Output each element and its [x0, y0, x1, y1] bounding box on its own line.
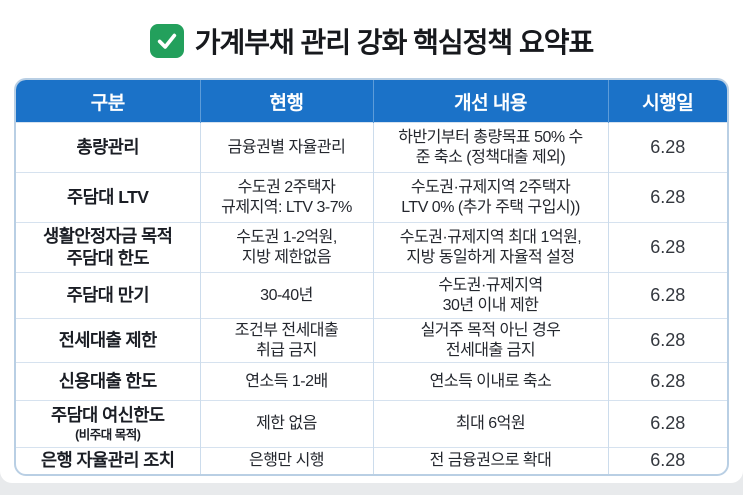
- summary-table: 구분 현행 개선 내용 시행일 총량관리 금융권별 자율관리 하반기부터 총량목…: [14, 78, 729, 476]
- column-header-date: 시행일: [607, 80, 727, 123]
- category-label: 주담대 LTV: [67, 186, 149, 207]
- category-label: 주담대 만기: [66, 284, 150, 305]
- cell-date: 6.28: [607, 122, 727, 173]
- cell-improved: 수도권·규제지역 최대 1억원, 지방 동일하게 자율적 설정: [372, 222, 608, 273]
- cell-category: 주담대 여신한도 (비주대 목적): [16, 400, 200, 448]
- cell-date: 6.28: [607, 400, 727, 448]
- cell-date: 6.28: [607, 222, 727, 273]
- cell-improved: 수도권·규제지역 30년 이내 제한: [372, 272, 608, 319]
- check-icon: [149, 24, 184, 58]
- cell-category: 총량관리: [16, 122, 200, 173]
- cell-category: 은행 자율관리 조치: [16, 447, 200, 474]
- cell-current: 금융권별 자율관리: [199, 122, 373, 173]
- table-row: 은행 자율관리 조치 은행만 시행 전 금융권으로 확대 6.28: [16, 447, 727, 474]
- category-label: 주담대 여신한도: [50, 405, 165, 426]
- cell-current: 은행만 시행: [199, 447, 373, 474]
- table-row: 주담대 만기 30-40년 수도권·규제지역 30년 이내 제한 6.28: [16, 272, 727, 319]
- cell-improved: 최대 6억원: [372, 400, 608, 448]
- table-row: 총량관리 금융권별 자율관리 하반기부터 총량목표 50% 수 준 축소 (정책…: [16, 122, 727, 173]
- category-label: 생활안정자금 목적 주담대 한도: [43, 226, 173, 268]
- column-header-current: 현행: [199, 80, 373, 123]
- content-card: 가계부채 관리 강화 핵심정책 요약표 구분 현행 개선 내용 시행일 총량관리…: [0, 0, 743, 483]
- cell-category: 전세대출 제한: [16, 317, 200, 363]
- category-label: 은행 자율관리 조치: [40, 450, 175, 471]
- cell-current: 연소득 1-2배: [199, 362, 373, 401]
- cell-date: 6.28: [607, 362, 727, 401]
- cell-improved: 연소득 이내로 축소: [372, 362, 608, 401]
- table-row: 생활안정자금 목적 주담대 한도 수도권 1-2억원, 지방 제한없음 수도권·…: [16, 222, 727, 273]
- table-header-row: 구분 현행 개선 내용 시행일: [16, 80, 727, 123]
- column-header-category: 구분: [16, 80, 200, 123]
- category-sublabel: (비주대 목적): [75, 427, 141, 442]
- cell-current: 제한 없음: [199, 400, 373, 448]
- table-row: 전세대출 제한 조건부 전세대출 취급 금지 실거주 목적 아닌 경우 전세대출…: [16, 317, 727, 363]
- cell-category: 신용대출 한도: [16, 362, 200, 401]
- cell-category: 주담대 만기: [16, 272, 200, 319]
- page-title: 가계부채 관리 강화 핵심정책 요약표: [194, 27, 595, 58]
- cell-category: 주담대 LTV: [16, 172, 200, 223]
- cell-current: 조건부 전세대출 취급 금지: [199, 317, 373, 363]
- cell-improved: 실거주 목적 아닌 경우 전세대출 금지: [372, 317, 608, 363]
- cell-improved: 하반기부터 총량목표 50% 수 준 축소 (정책대출 제외): [372, 122, 608, 173]
- cell-date: 6.28: [607, 172, 727, 223]
- cell-date: 6.28: [607, 317, 727, 363]
- page-header: 가계부채 관리 강화 핵심정책 요약표: [0, 0, 743, 78]
- cell-current: 수도권 2주택자 규제지역: LTV 3-7%: [199, 172, 373, 223]
- category-label: 총량관리: [76, 136, 140, 157]
- cell-improved: 수도권·규제지역 2주택자 LTV 0% (추가 주택 구입시)): [372, 172, 608, 223]
- cell-category: 생활안정자금 목적 주담대 한도: [16, 222, 200, 273]
- category-label: 신용대출 한도: [58, 370, 157, 391]
- table-row: 신용대출 한도 연소득 1-2배 연소득 이내로 축소 6.28: [16, 362, 727, 401]
- table-row: 주담대 여신한도 (비주대 목적) 제한 없음 최대 6억원 6.28: [16, 400, 727, 448]
- column-header-improved: 개선 내용: [372, 80, 608, 123]
- cell-date: 6.28: [607, 272, 727, 319]
- cell-current: 30-40년: [199, 272, 373, 319]
- table-row: 주담대 LTV 수도권 2주택자 규제지역: LTV 3-7% 수도권·규제지역…: [16, 172, 727, 223]
- cell-improved: 전 금융권으로 확대: [372, 447, 608, 474]
- category-label: 전세대출 제한: [58, 329, 157, 350]
- cell-date: 6.28: [607, 447, 727, 474]
- cell-current: 수도권 1-2억원, 지방 제한없음: [199, 222, 373, 273]
